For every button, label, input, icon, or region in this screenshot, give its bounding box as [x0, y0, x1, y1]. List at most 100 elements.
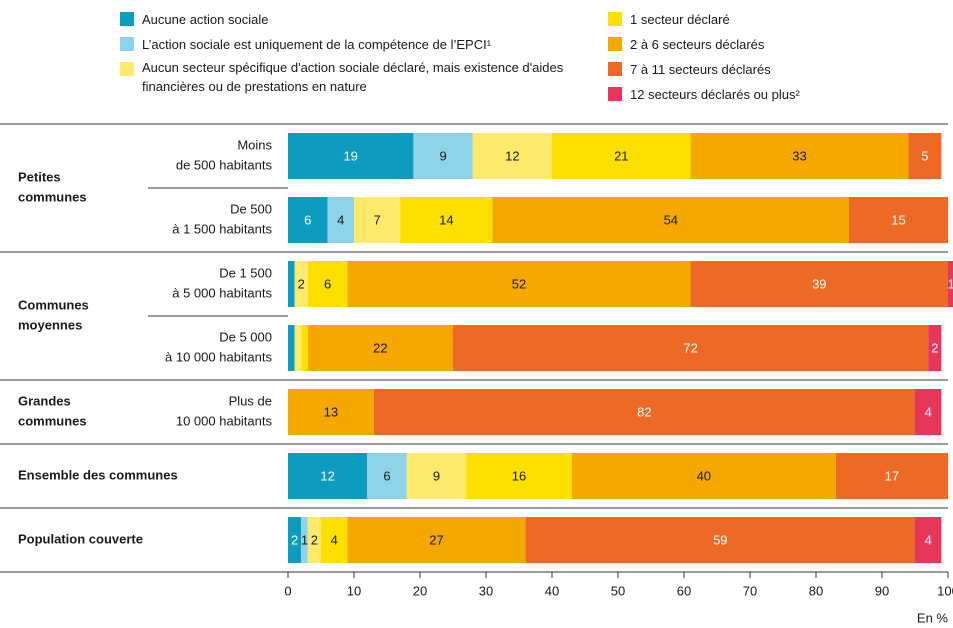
bar-segment — [525, 517, 915, 563]
legend-item: 12 secteurs déclarés ou plus² — [608, 83, 928, 106]
x-axis-label: En % — [917, 610, 949, 625]
bar-segment — [288, 197, 328, 243]
value-label: 54 — [664, 212, 678, 227]
x-tick-label: 0 — [284, 583, 291, 598]
value-label: 19 — [343, 148, 357, 163]
value-label: 5 — [921, 148, 928, 163]
value-label: 52 — [512, 276, 526, 291]
x-tick-label: 100 — [937, 583, 953, 598]
value-label: 2 — [291, 532, 298, 547]
bar-segment — [908, 133, 942, 179]
legend-item: Aucun secteur spécifique d'action social… — [120, 58, 570, 96]
row-label: à 5 000 habitants — [172, 285, 272, 300]
group-label: communes — [18, 189, 87, 204]
value-label: 9 — [433, 468, 440, 483]
bar-segment — [307, 261, 348, 307]
value-label: 2 — [298, 276, 305, 291]
x-tick-label: 50 — [611, 583, 625, 598]
legend-item: 2 à 6 secteurs déclarés — [608, 33, 928, 56]
bar-segment — [288, 389, 374, 435]
value-label: 4 — [925, 404, 932, 419]
legend-swatch — [120, 12, 134, 26]
group-label: Petites — [18, 169, 61, 184]
x-tick-label: 80 — [809, 583, 823, 598]
bar-segment — [849, 197, 948, 243]
legend-label: Aucun secteur spécifique d'action social… — [142, 60, 564, 94]
bar-segment — [367, 453, 407, 499]
bar-segment — [571, 453, 836, 499]
group-label: Grandes — [18, 393, 71, 408]
legend-swatch — [608, 62, 622, 76]
value-label: 2 — [311, 532, 318, 547]
bar-segment — [453, 325, 929, 371]
group-label: moyennes — [18, 317, 82, 332]
row-label: 10 000 habitants — [176, 413, 273, 428]
value-label: 4 — [337, 212, 344, 227]
row-label: à 10 000 habitants — [165, 349, 272, 364]
x-tick-label: 90 — [875, 583, 889, 598]
row-label: De 5 000 — [219, 329, 272, 344]
bar-segment — [288, 453, 368, 499]
legend-swatch — [608, 87, 622, 101]
row-label: De 500 — [230, 201, 272, 216]
bar-segment — [492, 197, 849, 243]
value-label: 40 — [697, 468, 711, 483]
value-label: 2 — [931, 340, 938, 355]
bar-segment — [301, 325, 308, 371]
x-tick-label: 70 — [743, 583, 757, 598]
bar-segment — [307, 517, 321, 563]
bar-segment — [915, 517, 942, 563]
value-label: 17 — [885, 468, 899, 483]
value-label: 4 — [925, 532, 932, 547]
value-label: 12 — [320, 468, 334, 483]
x-tick-label: 30 — [479, 583, 493, 598]
bar-segment — [835, 453, 948, 499]
value-label: 6 — [383, 468, 390, 483]
row-label: Moins — [237, 137, 272, 152]
bar-segment — [472, 133, 552, 179]
bar-segment — [301, 517, 308, 563]
bar-segment — [400, 197, 493, 243]
bar-segment — [288, 325, 295, 371]
legend-item: L’action sociale est uniquement de la co… — [120, 33, 570, 56]
x-tick-label: 10 — [347, 583, 361, 598]
group-label: communes — [18, 413, 87, 428]
legend-swatch — [608, 12, 622, 26]
value-label: 14 — [439, 212, 453, 227]
legend-item: 7 à 11 secteurs déclarés — [608, 58, 928, 81]
bar-segment — [552, 133, 691, 179]
bar-segment — [413, 133, 473, 179]
legend-label: 7 à 11 secteurs déclarés — [630, 62, 771, 77]
value-label: 33 — [792, 148, 806, 163]
bar-segment — [307, 325, 453, 371]
value-label: 6 — [304, 212, 311, 227]
legend-swatch — [608, 37, 622, 51]
value-label: 12 — [505, 148, 519, 163]
legend-label: L’action sociale est uniquement de la co… — [142, 37, 492, 52]
bar-segment — [915, 389, 942, 435]
value-label: 59 — [713, 532, 727, 547]
group-label: Communes — [18, 297, 89, 312]
bar-segment — [347, 261, 691, 307]
group-label: Ensemble des communes — [18, 467, 178, 482]
group-label: Population couverte — [18, 531, 143, 546]
bar-segment — [288, 133, 414, 179]
bar-segment — [354, 197, 401, 243]
row-label: Plus de — [229, 393, 272, 408]
row-label: de 500 habitants — [176, 157, 273, 172]
bar-segment — [948, 261, 953, 307]
legend-label: 2 à 6 secteurs déclarés — [630, 37, 765, 52]
value-label: 21 — [614, 148, 628, 163]
bar-segment — [466, 453, 572, 499]
value-label: 1 — [948, 276, 953, 291]
legend-item: Aucune action sociale — [120, 8, 570, 31]
x-tick-label: 60 — [677, 583, 691, 598]
bar-segment — [406, 453, 467, 499]
value-label: 82 — [637, 404, 651, 419]
bar-segment — [288, 517, 302, 563]
value-label: 13 — [324, 404, 338, 419]
value-label: 72 — [683, 340, 697, 355]
bar-segment — [690, 261, 948, 307]
legend-label: 12 secteurs déclarés ou plus² — [630, 87, 800, 102]
